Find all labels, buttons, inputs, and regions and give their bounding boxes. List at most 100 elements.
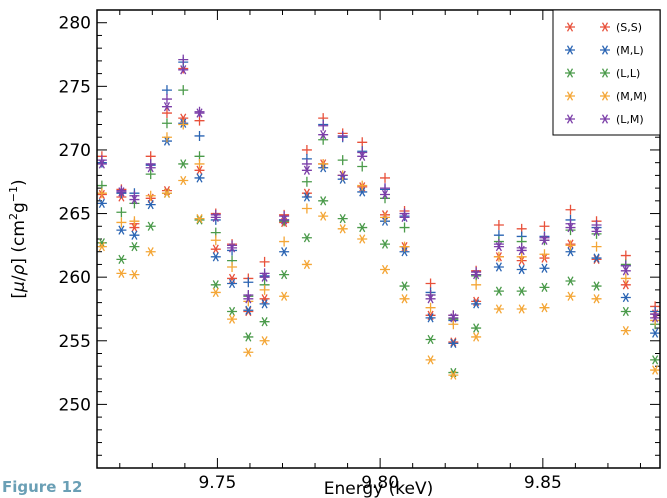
- y-tick-label: 250: [59, 395, 91, 415]
- plus-marker: [400, 223, 410, 233]
- asterisk-marker: [279, 270, 289, 279]
- y-axis-label-rho: ρ: [9, 264, 29, 275]
- y-axis-label-paren-close: ): [9, 179, 29, 186]
- plus-marker: [178, 120, 188, 130]
- y-tick-labels: 250 255 260 265 270 275 280: [59, 14, 91, 416]
- plus-marker: [97, 188, 107, 198]
- plus-marker: [195, 131, 205, 141]
- y-axis-label-bracket-open: [: [9, 292, 29, 299]
- asterisk-marker: [260, 317, 270, 326]
- plus-marker: [227, 240, 237, 250]
- asterisk-marker: [517, 305, 527, 314]
- plus-marker: [380, 183, 390, 193]
- plus-marker: [162, 108, 172, 118]
- plus-marker: [279, 237, 289, 247]
- y-axis-label-exp-2: 2: [7, 213, 20, 220]
- y-axis-label-mu: μ: [9, 281, 29, 293]
- legend-label: (L,M): [616, 113, 644, 126]
- plus-marker: [539, 233, 549, 243]
- asterisk-marker: [380, 265, 390, 274]
- x-tick-label: 9.75: [198, 473, 236, 493]
- plus-marker: [539, 221, 549, 231]
- asterisk-marker: [494, 287, 504, 296]
- asterisk-marker: [227, 274, 237, 283]
- plus-marker: [178, 55, 188, 65]
- y-axis-label-exp-minus-1: −1: [7, 186, 20, 202]
- plus-marker: [621, 261, 631, 271]
- asterisk-marker: [260, 336, 270, 345]
- asterisk-marker: [260, 300, 270, 309]
- asterisk-marker: [592, 282, 602, 291]
- plus-marker: [162, 118, 172, 128]
- y-axis-label-unit-cm: ] (cm: [9, 220, 29, 265]
- asterisk-marker: [471, 324, 481, 333]
- plus-marker: [357, 161, 367, 171]
- asterisk-marker: [116, 255, 126, 264]
- plus-marker: [400, 242, 410, 252]
- plus-marker: [227, 262, 237, 272]
- plus-marker: [426, 303, 436, 313]
- asterisk-marker: [243, 348, 253, 357]
- y-tick-label: 255: [59, 332, 91, 352]
- asterisk-marker: [592, 294, 602, 303]
- plus-marker: [116, 217, 126, 227]
- plus-marker: [338, 155, 348, 165]
- plus-marker: [494, 239, 504, 249]
- asterisk-marker: [621, 307, 631, 316]
- asterisk-marker: [146, 222, 156, 231]
- asterisk-marker: [539, 264, 549, 273]
- plus-marker: [357, 137, 367, 147]
- asterisk-marker: [426, 335, 436, 344]
- plus-marker: [621, 273, 631, 283]
- legend-label: (L,L): [616, 67, 640, 80]
- asterisk-marker: [539, 303, 549, 312]
- plus-marker: [517, 243, 527, 253]
- asterisk-marker: [302, 233, 312, 242]
- plus-marker: [260, 285, 270, 295]
- asterisk-marker: [146, 200, 156, 209]
- plus-marker: [318, 121, 328, 131]
- asterisk-marker: [400, 294, 410, 303]
- legend-label: (S,S): [616, 21, 642, 34]
- plus-marker: [162, 85, 172, 95]
- plus-marker: [260, 257, 270, 267]
- asterisk-marker: [494, 305, 504, 314]
- asterisk-marker: [129, 270, 139, 279]
- asterisk-marker: [338, 214, 348, 223]
- plus-marker: [621, 251, 631, 261]
- asterisk-marker: [621, 326, 631, 335]
- plus-marker: [211, 210, 221, 220]
- asterisk-marker: [211, 280, 221, 289]
- plus-marker: [211, 235, 221, 245]
- legend: (S,S) (M,L) (L,L) (M,M) (L,M): [553, 10, 660, 135]
- asterisk-marker: [279, 292, 289, 301]
- asterisk-marker: [380, 240, 390, 249]
- plus-marker: [566, 240, 576, 250]
- asterisk-marker: [211, 252, 221, 261]
- plus-marker: [302, 145, 312, 155]
- plus-marker: [116, 207, 126, 217]
- y-tick-label: 260: [59, 268, 91, 288]
- asterisk-marker: [448, 339, 458, 348]
- y-tick-label: 265: [59, 205, 91, 225]
- plus-marker: [471, 280, 481, 290]
- plus-marker: [338, 131, 348, 141]
- asterisk-marker: [195, 214, 205, 223]
- plus-marker: [494, 220, 504, 230]
- plus-marker: [302, 203, 312, 213]
- asterisk-marker: [260, 294, 270, 303]
- plus-marker: [380, 173, 390, 183]
- asterisk-marker: [517, 265, 527, 274]
- plus-marker: [302, 177, 312, 187]
- plus-marker: [494, 252, 504, 262]
- x-axis-label: Energy (keV): [324, 479, 434, 498]
- plus-marker: [592, 242, 602, 252]
- asterisk-marker: [129, 231, 139, 240]
- asterisk-marker: [227, 315, 237, 324]
- asterisk-marker: [195, 174, 205, 183]
- plus-marker: [566, 205, 576, 215]
- asterisk-marker: [426, 356, 436, 365]
- asterisk-marker: [592, 254, 602, 263]
- legend-label: (M,L): [616, 44, 644, 57]
